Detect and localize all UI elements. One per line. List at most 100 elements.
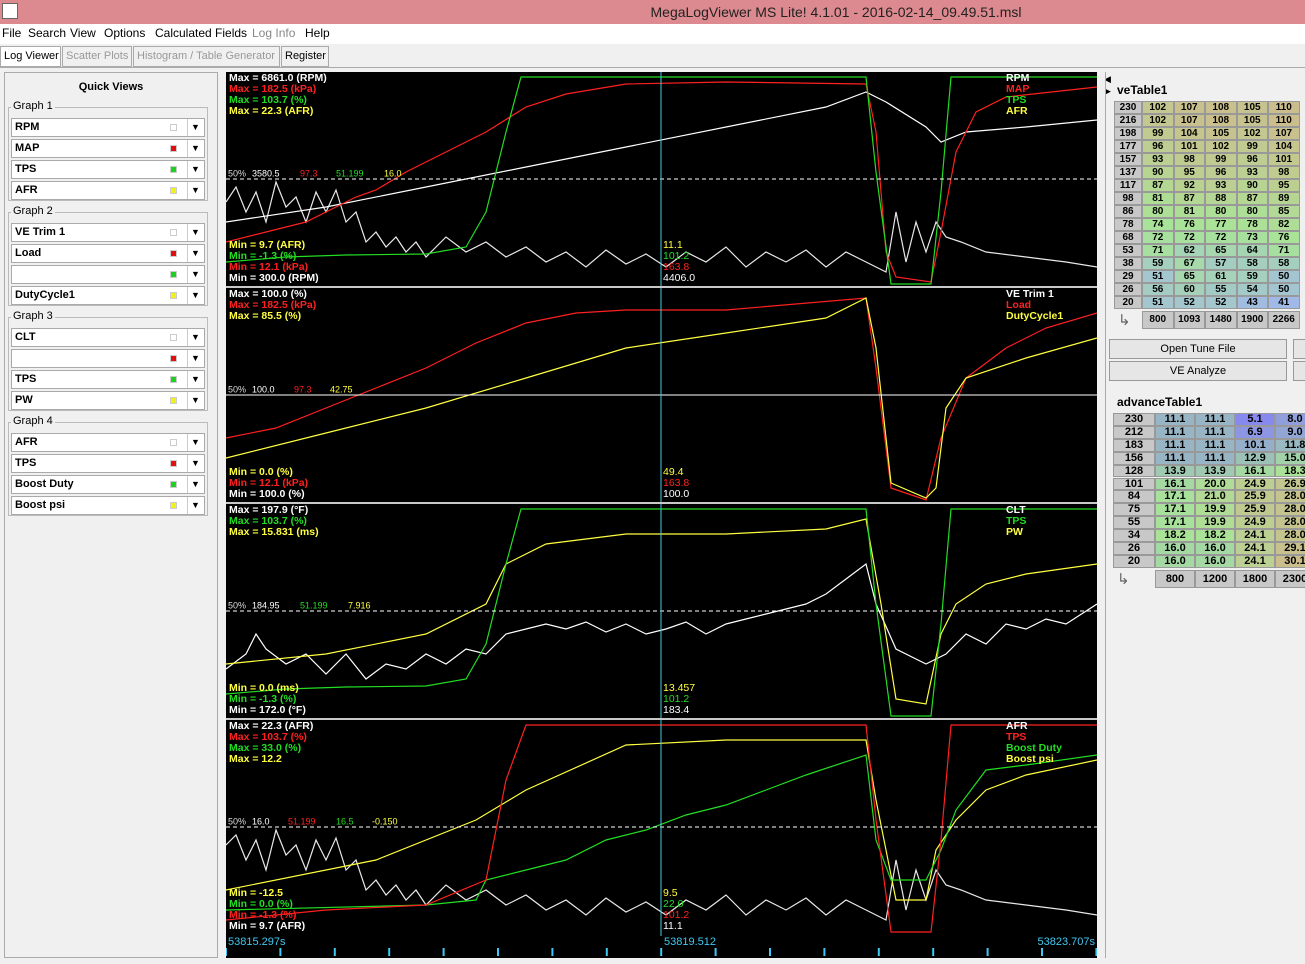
table-cell[interactable]: 76 [1173,218,1205,231]
dropdown-arrow[interactable]: ▼ [187,161,203,178]
table-cell[interactable]: 43 [1236,296,1268,309]
field-select[interactable]: RPM ▼ [11,118,205,137]
table-cell[interactable]: 98 [1268,166,1300,179]
dropdown-arrow[interactable]: ▼ [187,245,203,262]
field-select[interactable]: Load ▼ [11,244,205,263]
dropdown-arrow[interactable]: ▼ [187,371,203,388]
table-cell[interactable]: 62 [1173,244,1205,257]
table-cell[interactable]: 11.1 [1195,451,1235,465]
table-cell[interactable]: 104 [1173,127,1205,140]
table-cell[interactable]: 25.9 [1235,503,1275,517]
field-select[interactable]: AFR ▼ [11,433,205,452]
table-cell[interactable]: 17.1 [1155,490,1195,504]
table-cell[interactable]: 19.9 [1195,503,1235,517]
table-cell[interactable]: 59 [1142,257,1174,270]
table-cell[interactable]: 74 [1142,218,1174,231]
table-cell[interactable]: 96 [1142,140,1174,153]
table-cell[interactable]: 90 [1142,166,1174,179]
table-cell[interactable]: 15.0 [1275,451,1305,465]
table-cell[interactable]: 108 [1205,101,1237,114]
dropdown-arrow[interactable]: ▼ [187,434,203,451]
table-cell[interactable]: 58 [1236,257,1268,270]
table-cell[interactable]: 11.1 [1155,413,1195,426]
table-cell[interactable]: 65 [1173,270,1205,283]
table-cell[interactable]: 59 [1236,270,1268,283]
color-swatch[interactable] [170,334,177,341]
menu-item[interactable]: Options [104,26,146,40]
dropdown-arrow[interactable]: ▼ [187,182,203,199]
table-cell[interactable]: 90 [1236,179,1268,192]
table-cell[interactable]: 72 [1142,231,1174,244]
table-cell[interactable]: 93 [1142,153,1174,166]
color-swatch[interactable] [170,481,177,488]
field-select[interactable]: TPS ▼ [11,454,205,473]
table-cell[interactable]: 13.9 [1155,464,1195,478]
color-swatch[interactable] [170,187,177,194]
table-cell[interactable]: 99 [1236,140,1268,153]
table-cell[interactable]: 82 [1268,218,1300,231]
menu-item[interactable]: Log Info [252,26,296,40]
table-cell[interactable]: 55 [1205,283,1237,296]
table-cell[interactable]: 80 [1236,205,1268,218]
color-swatch[interactable] [170,229,177,236]
color-swatch[interactable] [170,397,177,404]
field-select[interactable]: PW ▼ [11,391,205,410]
table-cell[interactable]: 11.1 [1195,438,1235,452]
field-select[interactable]: MAP ▼ [11,139,205,158]
table-cell[interactable]: 110 [1268,101,1300,114]
button[interactable] [1293,339,1305,359]
table-cell[interactable]: 104 [1268,140,1300,153]
table-cell[interactable]: 12.9 [1235,451,1275,465]
table-cell[interactable]: 11.1 [1155,451,1195,465]
table-cell[interactable]: 85 [1268,205,1300,218]
color-swatch[interactable] [170,502,177,509]
table-cell[interactable]: 30.1 [1275,554,1305,568]
table-cell[interactable]: 99 [1205,153,1237,166]
dropdown-arrow[interactable]: ▼ [187,287,203,304]
table-cell[interactable]: 81 [1173,205,1205,218]
table-cell[interactable]: 81 [1142,192,1174,205]
table-cell[interactable]: 29.1 [1275,542,1305,555]
table-cell[interactable]: 102 [1205,140,1237,153]
dropdown-arrow[interactable]: ▼ [187,329,203,346]
table-cell[interactable]: 78 [1236,218,1268,231]
table-cell[interactable]: 107 [1268,127,1300,140]
field-select[interactable]: Boost psi ▼ [11,496,205,515]
table-cell[interactable]: 87 [1236,192,1268,205]
table-cell[interactable]: 105 [1236,114,1268,127]
dropdown-arrow[interactable]: ▼ [187,497,203,514]
table-cell[interactable]: 95 [1173,166,1205,179]
table-cell[interactable]: 88 [1205,192,1237,205]
menu-item[interactable]: Search [28,26,67,40]
table-cell[interactable]: 60 [1173,283,1205,296]
table-cell[interactable]: 110 [1268,114,1300,127]
field-select[interactable]: ▼ [11,349,205,368]
table-cell[interactable]: 96 [1205,166,1237,179]
color-swatch[interactable] [170,145,177,152]
table-cell[interactable]: 71 [1142,244,1174,257]
table-cell[interactable]: 80 [1142,205,1174,218]
table-cell[interactable]: 67 [1173,257,1205,270]
menu-item[interactable]: Calculated Fields [155,26,248,40]
tab[interactable]: Register [281,46,329,67]
field-select[interactable]: DutyCycle1 ▼ [11,286,205,305]
table-cell[interactable]: 107 [1173,114,1205,127]
field-select[interactable]: TPS ▼ [11,370,205,389]
table-cell[interactable]: 24.1 [1235,554,1275,568]
table-cell[interactable]: 26.9 [1275,477,1305,491]
table-cell[interactable]: 41 [1268,296,1300,309]
table-cell[interactable]: 28.0 [1275,529,1305,542]
table-cell[interactable]: 102 [1142,114,1174,127]
menu-item[interactable]: File [2,26,22,40]
table-cell[interactable]: 16.1 [1235,464,1275,478]
table-cell[interactable]: 87 [1142,179,1174,192]
axis-corner[interactable]: ↳ [1118,312,1131,329]
table-cell[interactable]: 11.8 [1275,438,1305,452]
table-cell[interactable]: 16.1 [1155,477,1195,491]
menu-item[interactable]: View [70,26,96,40]
table-cell[interactable]: 13.9 [1195,464,1235,478]
color-swatch[interactable] [170,439,177,446]
tab[interactable]: Scatter Plots [62,46,132,67]
table-cell[interactable]: 105 [1236,101,1268,114]
dropdown-arrow[interactable]: ▼ [187,119,203,136]
